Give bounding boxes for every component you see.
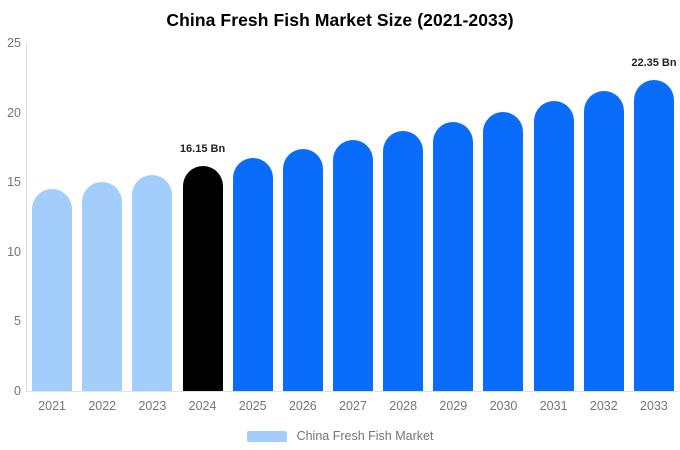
bar-2030 — [483, 111, 524, 391]
x-tick-label-2030: 2030 — [489, 399, 518, 413]
x-tick-label-2031: 2031 — [539, 399, 568, 413]
bar-slot-2025: 2025 — [228, 43, 278, 413]
x-tick-label-2028: 2028 — [389, 399, 418, 413]
bar-2022 — [82, 182, 123, 391]
x-tick-label-2029: 2029 — [439, 399, 468, 413]
y-tick-label: 5 — [14, 314, 21, 329]
y-tick-label: 25 — [7, 36, 21, 50]
bar-slot-2028: 2028 — [378, 43, 428, 413]
y-tick-label: 20 — [7, 105, 21, 120]
x-tick-label-2021: 2021 — [38, 399, 66, 413]
data-label-2024: 16.15 Bn — [179, 143, 226, 156]
bar-slot-2024: 16.15 Bn 2024 — [177, 43, 227, 413]
bar-2031 — [533, 101, 574, 391]
bar-2032 — [583, 90, 624, 391]
x-tick-label-2032: 2032 — [589, 399, 618, 413]
bar-2028 — [383, 131, 424, 391]
legend: China Fresh Fish Market — [0, 429, 680, 443]
legend-swatch — [246, 430, 287, 442]
bar-slot-2030: 2030 — [478, 43, 528, 413]
bar-2025 — [232, 157, 273, 391]
bar-slot-2026: 2026 — [278, 43, 328, 413]
x-tick-label-2024: 2024 — [188, 399, 217, 413]
bar-slot-2023: 2023 — [127, 43, 177, 413]
bar-slot-2032: 2032 — [579, 43, 629, 413]
bar-slot-2033: 22.35 Bn 2033 — [629, 43, 679, 413]
plot-area: 2021 2022 2023 16.15 Bn 2024 2025 2026 2027 2028… — [26, 43, 679, 413]
chart-title: China Fresh Fish Market Size (2021-2033) — [166, 10, 514, 30]
x-tick-label-2033: 2033 — [640, 399, 668, 413]
bar-slot-2031: 2031 — [529, 43, 579, 413]
bar-2027 — [333, 140, 374, 391]
bar-2029 — [433, 121, 474, 391]
bar-2023 — [132, 174, 173, 391]
y-tick-label: 10 — [7, 244, 21, 259]
bar-2024 — [182, 166, 223, 391]
y-tick-label: 15 — [7, 175, 21, 190]
data-label-2033: 22.35 Bn — [631, 56, 677, 69]
bar-slot-2029: 2029 — [428, 43, 478, 413]
x-tick-label-2023: 2023 — [138, 399, 167, 413]
x-tick-label-2026: 2026 — [288, 399, 317, 413]
x-tick-label-2022: 2022 — [88, 399, 117, 413]
bar-slot-2021: 2021 — [27, 43, 77, 413]
bar-slot-2022: 2022 — [77, 43, 127, 413]
bar-2021 — [32, 189, 73, 391]
y-tick-label: 0 — [14, 384, 21, 398]
bar-2033 — [633, 79, 674, 391]
x-tick-label-2027: 2027 — [339, 399, 367, 413]
bar-slot-2027: 2027 — [328, 43, 378, 413]
x-tick-label-2025: 2025 — [238, 399, 267, 413]
bar-2026 — [282, 149, 323, 391]
legend-label: China Fresh Fish Market — [296, 429, 434, 443]
